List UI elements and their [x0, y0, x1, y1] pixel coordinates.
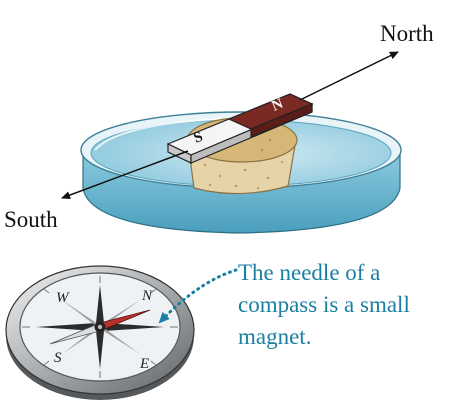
compass-dir-w: W: [56, 290, 70, 306]
north-label: North: [380, 21, 434, 46]
caption-line-1: The needle of a: [238, 260, 380, 285]
compass-dir-e: E: [139, 356, 149, 372]
compass-dir-s: S: [54, 350, 62, 366]
bar-magnet: S N: [166, 93, 314, 164]
needle-pointer-arrow: [158, 268, 238, 324]
compass: N E S W: [5, 265, 195, 400]
caption-line-2: compass is a small: [238, 292, 410, 317]
north-arrow: [299, 51, 399, 101]
petri-dish: [80, 111, 402, 234]
caption-line-3: magnet.: [238, 324, 311, 349]
south-label: South: [4, 207, 58, 232]
compass-dir-n: N: [141, 288, 153, 304]
south-arrow: [61, 150, 189, 199]
